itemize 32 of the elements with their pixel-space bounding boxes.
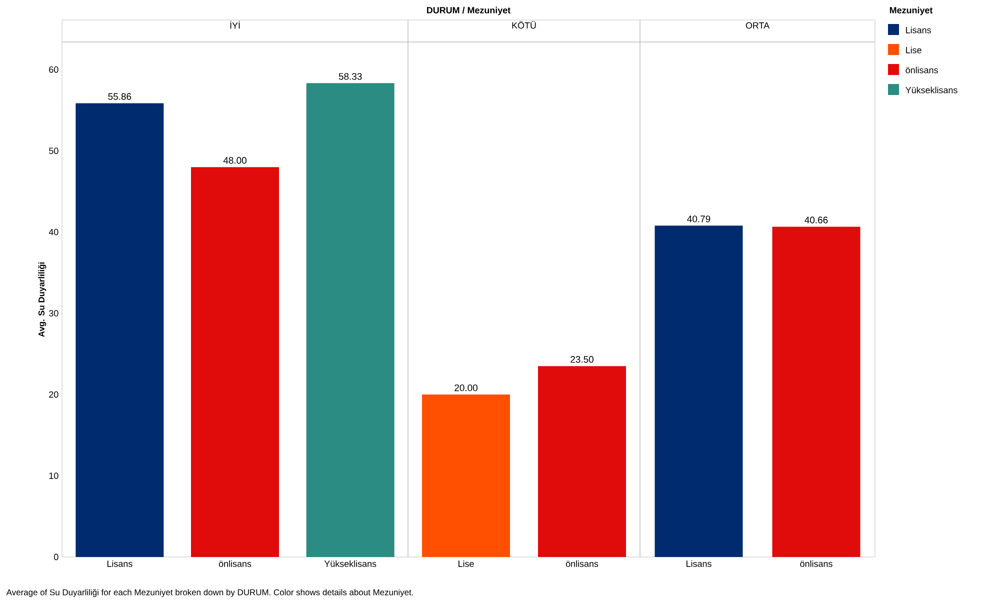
y-tick-label: 0 <box>54 554 58 560</box>
x-axis-title: DURUM / Mezuniyet <box>427 6 510 16</box>
data-label: 20.00 <box>454 384 478 392</box>
text: Average of Su Duyarliliği for each Mezuniyet broken down by DURUM. Color shows details about Mezuniyet. <box>6 588 413 597</box>
y-tick-label: 50 <box>49 148 58 154</box>
data-label: 58.33 <box>338 73 362 80</box>
legend-label: Yükseklisans <box>906 86 958 94</box>
x-tick-label: önlisans <box>566 560 598 567</box>
data-label: 40.79 <box>687 216 710 222</box>
x-tick-label: Yükseklisans <box>324 560 376 567</box>
x-tick-label: Lisans <box>107 560 132 567</box>
chart-title: İYİ <box>230 20 240 29</box>
chart-title: ORTA <box>746 22 770 29</box>
y-axis-title: Avg. Su Duyarliliği <box>38 262 46 337</box>
legend-label: Lise <box>906 46 922 54</box>
x-tick-label: Lise <box>458 560 474 567</box>
data-label: 48.00 <box>223 157 246 164</box>
chart-title: KÖTÜ <box>512 21 536 29</box>
y-tick-label: 20 <box>49 391 58 398</box>
x-tick-label: önlisans <box>800 560 832 567</box>
data-label: 55.86 <box>108 93 132 100</box>
legend-title: Mezuniyet <box>890 6 933 16</box>
data-label: 23.50 <box>570 356 594 363</box>
y-tick-label: 60 <box>49 66 58 73</box>
y-tick-label: 30 <box>49 310 58 316</box>
y-tick-label: 10 <box>49 472 58 479</box>
y-tick-label: 40 <box>48 228 58 236</box>
legend-label: önlisans <box>906 66 938 74</box>
x-tick-label: Lisans <box>686 560 712 567</box>
data-label: 40.66 <box>804 216 828 224</box>
legend-label: Lisans <box>906 26 931 34</box>
x-tick-label: önlisans <box>218 560 252 567</box>
